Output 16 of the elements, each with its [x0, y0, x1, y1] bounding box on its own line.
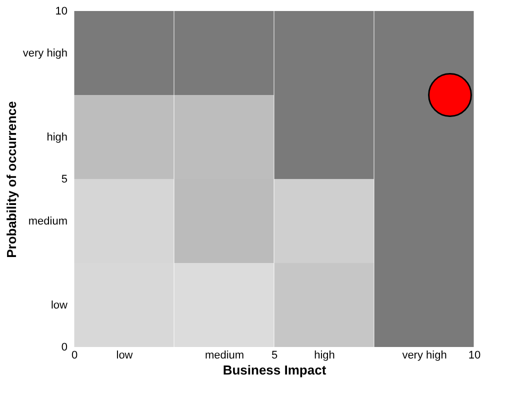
y-tick-label: very high	[22, 48, 68, 60]
y-tick-label: medium	[28, 216, 68, 228]
y-tick-label: high	[46, 132, 68, 144]
x-tick-label: low	[116, 350, 133, 362]
y-tick-label: low	[50, 300, 68, 312]
x-tick-label: 10	[468, 350, 481, 362]
x-tick-label: medium	[204, 350, 244, 362]
y-tick-label: 0	[61, 342, 68, 354]
x-tick-label: very high	[402, 350, 447, 362]
x-tick-label: 5	[271, 350, 278, 362]
x-axis-title: Business Impact	[222, 362, 327, 378]
x-tick-label: high	[314, 350, 335, 362]
x-tick-label: 0	[71, 350, 78, 362]
y-axis-title: Probability of occurrence	[4, 101, 19, 258]
y-tick-label: 5	[61, 174, 68, 186]
y-tick-label: 10	[55, 6, 68, 18]
